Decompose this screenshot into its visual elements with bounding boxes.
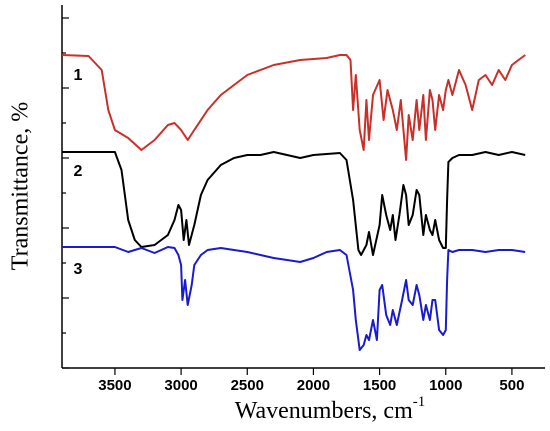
spectrum-line [62, 246, 526, 351]
x-tick-label: 2500 [231, 377, 264, 394]
x-tick-label: 1500 [363, 377, 396, 394]
x-axis-label-sup: -1 [413, 394, 426, 410]
series-annotation: 3 [74, 261, 83, 278]
x-tick-label: 3500 [98, 377, 131, 394]
x-axis-label-text: Wavenumbers, cm [235, 398, 413, 424]
y-axis-label: Transmittance, % [8, 102, 34, 270]
spectrum-line [61, 54, 526, 161]
x-tick-label: 2000 [297, 377, 330, 394]
series-annotation: 2 [74, 163, 83, 180]
series-annotation: 1 [74, 67, 83, 84]
x-tick-label: 500 [499, 377, 524, 394]
x-tick-label: 3000 [164, 377, 197, 394]
spectrum-line [62, 151, 526, 256]
x-tick-label: 1000 [429, 377, 462, 394]
x-axis-label: Wavenumbers, cm-1 [235, 394, 426, 423]
